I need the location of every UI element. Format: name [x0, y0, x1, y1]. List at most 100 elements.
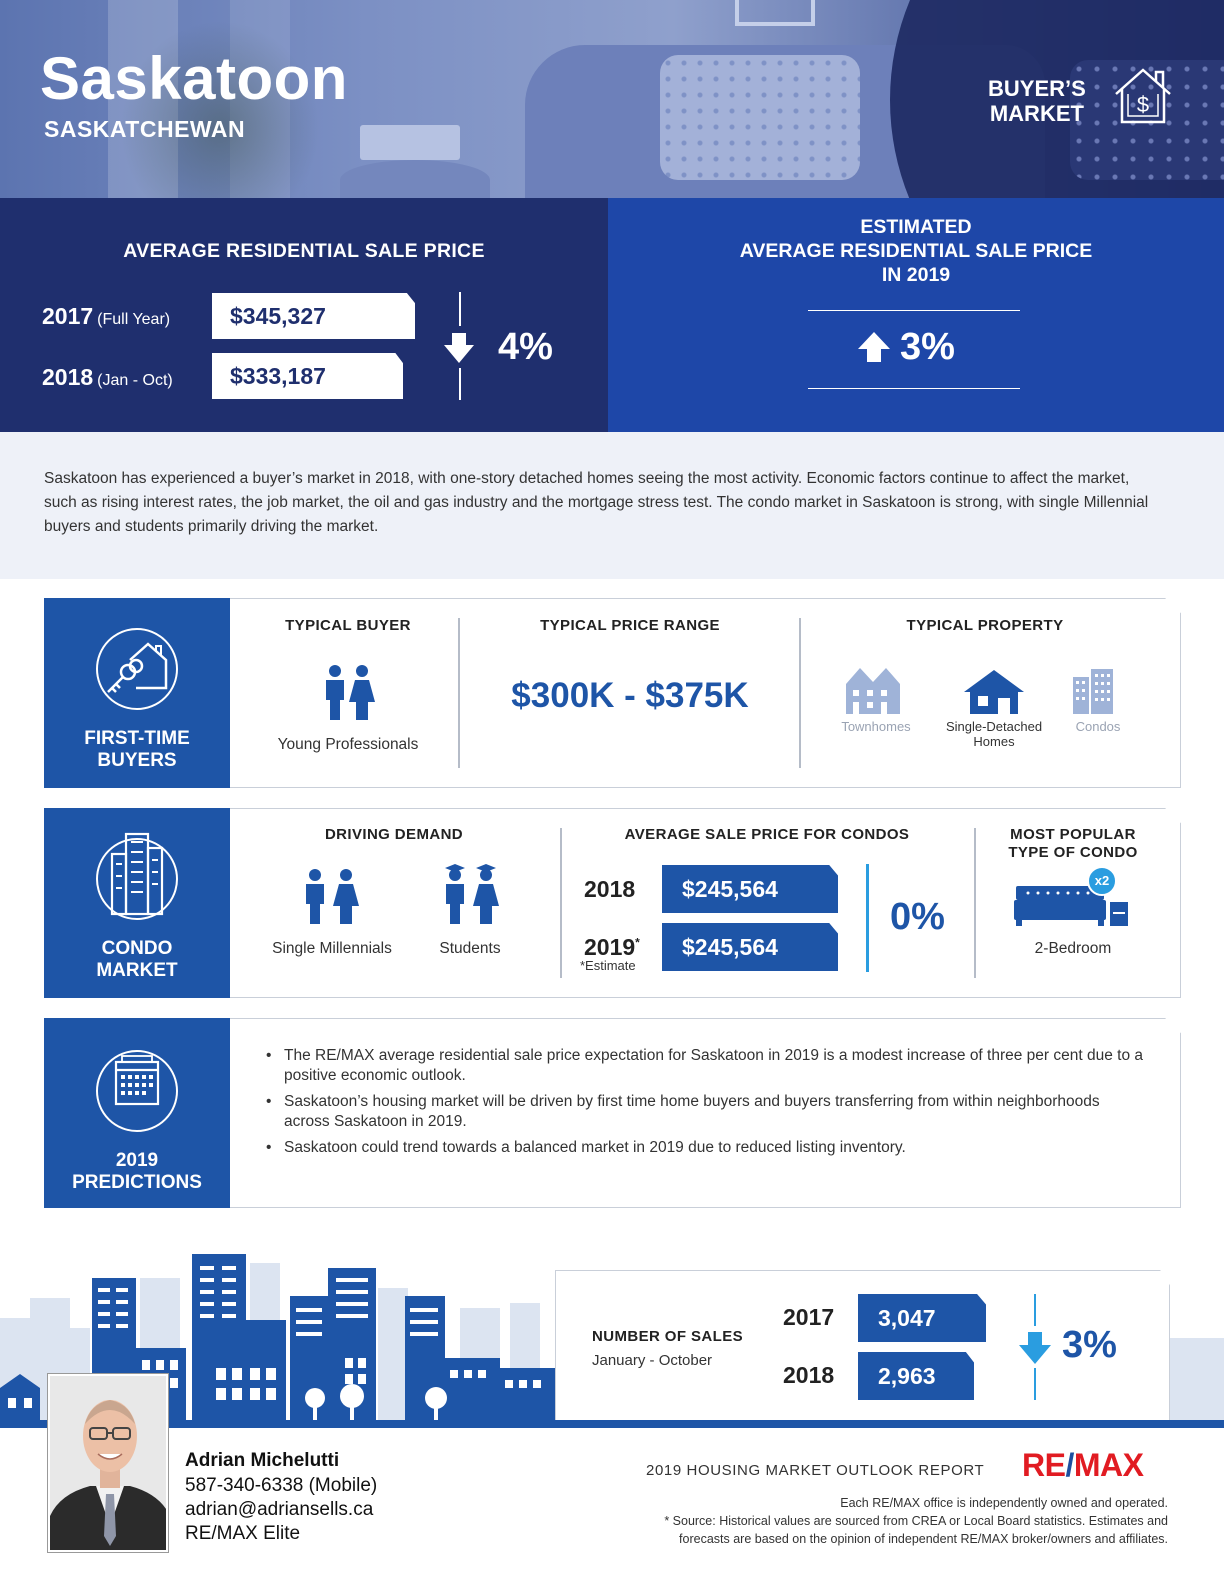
hero-window-2	[230, 0, 290, 198]
condo-year-2019: 2019*	[584, 934, 640, 961]
prediction-item: The RE/MAX average residential sale pric…	[264, 1046, 1144, 1086]
condos-icon	[1073, 669, 1113, 714]
condo-change: 0%	[890, 896, 945, 938]
change-divider-bottom	[459, 368, 461, 400]
market-type-line1: BUYER’S	[988, 76, 1086, 101]
hero-window	[108, 0, 178, 198]
remax-logo-slash: /	[1065, 1447, 1074, 1483]
condo-year-2018: 2018	[584, 876, 636, 902]
typical-buyer-title: TYPICAL BUYER	[285, 617, 411, 634]
avg-price-row-2018: 2018 (Jan - Oct)	[42, 364, 173, 391]
estimate-rule-top	[808, 310, 1020, 311]
condo-building-icon	[110, 832, 164, 916]
two-bedroom-badge: x2	[1087, 866, 1117, 896]
estimate-title-line2: AVERAGE RESIDENTIAL SALE PRICE	[739, 240, 1093, 262]
agent-portrait	[50, 1376, 166, 1550]
hero-banner	[0, 0, 1224, 198]
condo-price-2019: $245,564	[662, 923, 838, 971]
side-label-line2: PREDICTIONS	[72, 1172, 202, 1193]
agent-name: Adrian Michelutti	[185, 1450, 340, 1471]
price-range-title: TYPICAL PRICE RANGE	[540, 617, 720, 634]
avg-price-value-2018: $333,187	[212, 353, 403, 399]
predictions-label: 2019 PREDICTIONS	[44, 1150, 230, 1194]
sales-value-2018: 2,963	[858, 1352, 974, 1400]
avg-price-period: (Jan - Oct)	[97, 372, 173, 389]
townhomes-icon	[846, 668, 900, 714]
hero-pillow	[660, 55, 860, 180]
demand-millennials-label: Single Millennials	[272, 940, 392, 957]
estimate-rule-bottom	[808, 388, 1020, 389]
estimate-title: ESTIMATED AVERAGE RESIDENTIAL SALE PRICE…	[608, 215, 1224, 287]
condo-market-side: CONDO MARKET	[44, 808, 230, 998]
typical-buyer-value: Young Professionals	[277, 736, 419, 753]
side-label-line2: BUYERS	[97, 750, 177, 771]
province-title: SASKATCHEWAN	[44, 116, 246, 142]
sales-value-2017: 3,047	[858, 1294, 986, 1342]
column-divider	[974, 828, 976, 978]
property-label-line2: Homes	[973, 734, 1015, 749]
house-dollar-icon: $	[1115, 68, 1171, 124]
price-range-value: $300K - $375K	[511, 676, 749, 715]
market-type-label: BUYER’S MARKET	[988, 76, 1086, 126]
couple-icon	[326, 665, 375, 720]
property-condos-label: Condos	[1075, 719, 1121, 734]
condo-market-card	[44, 808, 1181, 998]
calendar-icon	[114, 1055, 160, 1106]
column-divider	[799, 618, 801, 768]
disclaimer-forecast: forecasts are based on the opinion of in…	[679, 1532, 1168, 1546]
city-skyline-illustration	[0, 1254, 1224, 1423]
intro-paragraph: Saskatoon has experienced a buyer’s mark…	[44, 470, 1149, 535]
hero-picture-frame	[735, 0, 815, 26]
estimate-title-line3: IN 2019	[881, 264, 951, 286]
arrow-up-icon	[858, 332, 890, 362]
hero-side-table	[340, 160, 490, 198]
popular-condo-value: 2-Bedroom	[1034, 940, 1112, 957]
condo-market-label: CONDO MARKET	[44, 938, 230, 982]
disclaimer-source: * Source: Historical values are sourced …	[664, 1514, 1168, 1528]
estimate-note: *Estimate	[580, 958, 636, 973]
change-divider-top	[459, 292, 461, 326]
hero-books	[360, 125, 460, 160]
agent-office: RE/MAX Elite	[185, 1523, 301, 1544]
single-detached-home-icon	[964, 670, 1024, 714]
avg-price-value-2017: $345,327	[212, 293, 415, 339]
remax-logo-re: RE	[1022, 1447, 1066, 1483]
first-time-buyers-side: FIRST-TIME BUYERS	[44, 598, 230, 788]
popular-condo-title: MOST POPULAR TYPE OF CONDO	[976, 826, 1170, 862]
arrow-down-icon	[1019, 1332, 1051, 1364]
agent-phone[interactable]: 587-340-6338 (Mobile)	[185, 1475, 378, 1496]
avg-price-row-2017: 2017 (Full Year)	[42, 303, 170, 330]
sales-title: NUMBER OF SALES	[592, 1328, 744, 1345]
students-icon	[445, 864, 499, 924]
property-townhomes-label: Townhomes	[841, 719, 911, 734]
remax-logo-max: MAX	[1073, 1447, 1144, 1483]
house-key-icon-circle	[96, 628, 178, 710]
side-label-line1: CONDO	[101, 938, 173, 959]
house-key-icon	[107, 642, 168, 693]
estimate-title-line1: ESTIMATED	[860, 216, 972, 238]
avg-price-change: 4%	[498, 326, 553, 368]
agent-email[interactable]: adrian@adriansells.ca	[185, 1499, 374, 1520]
sales-year-2017: 2017	[783, 1304, 835, 1330]
condo-price-2018: $245,564	[662, 865, 838, 913]
svg-text:$: $	[1137, 92, 1149, 117]
column-divider	[458, 618, 460, 768]
driving-demand-title: DRIVING DEMAND	[324, 826, 464, 843]
report-title: 2019 HOUSING MARKET OUTLOOK REPORT	[646, 1462, 985, 1479]
building-icon-circle	[96, 838, 178, 920]
agent-photo	[47, 1373, 169, 1553]
disclaimer-ownership: Each RE/MAX office is independently owne…	[840, 1496, 1168, 1510]
sales-divider-bottom	[1034, 1368, 1036, 1400]
avg-price-title: AVERAGE RESIDENTIAL SALE PRICE	[123, 240, 485, 262]
sales-divider-top	[1034, 1294, 1036, 1326]
millennials-icon	[306, 869, 359, 924]
side-label-line1: FIRST-TIME	[84, 728, 190, 749]
condo-year-value: 2019	[584, 934, 636, 960]
city-title: Saskatoon	[40, 45, 348, 112]
property-single-detached-label: Single-Detached Homes	[930, 719, 1058, 749]
popular-title-line2: TYPE OF CONDO	[1008, 844, 1138, 861]
side-label-line1: 2019	[115, 1150, 159, 1171]
popular-title-line1: MOST POPULAR	[1010, 826, 1136, 843]
sales-period: January - October	[592, 1352, 713, 1369]
avg-price-period: (Full Year)	[97, 311, 171, 328]
